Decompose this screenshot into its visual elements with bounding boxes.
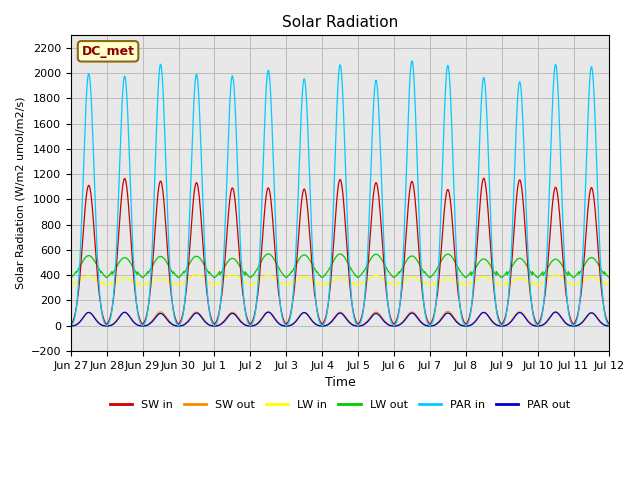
SW out	[356, 323, 364, 329]
LW out	[497, 274, 504, 280]
PAR in	[217, 296, 225, 301]
PAR out	[356, 323, 364, 329]
SW out	[497, 323, 504, 329]
PAR in	[367, 159, 375, 165]
SW out	[367, 313, 375, 319]
LW in	[356, 282, 364, 288]
Line: SW out: SW out	[71, 312, 609, 326]
Line: SW in: SW in	[71, 178, 609, 324]
LW out	[367, 255, 375, 261]
SW in	[573, 314, 581, 320]
PAR in	[605, 323, 613, 329]
LW out	[217, 270, 225, 276]
PAR in	[497, 322, 504, 328]
SW in	[367, 218, 375, 224]
SW in	[67, 322, 75, 327]
Line: LW out: LW out	[71, 254, 609, 278]
SW in	[356, 320, 364, 325]
SW out	[573, 323, 581, 328]
SW out	[67, 323, 75, 329]
LW out	[605, 275, 613, 281]
Line: LW in: LW in	[71, 275, 609, 285]
LW in	[367, 274, 375, 280]
PAR out	[217, 322, 225, 327]
PAR in	[356, 322, 364, 327]
LW out	[573, 271, 581, 277]
X-axis label: Time: Time	[324, 376, 355, 389]
PAR out	[573, 323, 581, 328]
LW out	[356, 274, 364, 279]
PAR in	[408, 58, 415, 64]
LW in	[67, 282, 75, 288]
SW in	[497, 320, 504, 326]
PAR out	[552, 309, 559, 315]
SW out	[558, 315, 566, 321]
Text: DC_met: DC_met	[81, 45, 134, 58]
SW in	[480, 175, 488, 181]
LW in	[605, 282, 613, 288]
SW in	[217, 298, 225, 303]
LW out	[264, 251, 272, 257]
SW out	[444, 309, 452, 314]
Y-axis label: Solar Radiation (W/m2 umol/m2/s): Solar Radiation (W/m2 umol/m2/s)	[15, 97, 25, 289]
LW in	[503, 282, 511, 288]
Line: PAR out: PAR out	[71, 312, 609, 326]
LW in	[497, 282, 504, 288]
PAR out	[497, 323, 504, 329]
PAR out	[605, 323, 613, 329]
Title: Solar Radiation: Solar Radiation	[282, 15, 398, 30]
PAR in	[67, 323, 75, 329]
PAR out	[367, 314, 375, 320]
Line: PAR in: PAR in	[71, 61, 609, 326]
LW in	[228, 272, 236, 277]
LW in	[217, 279, 225, 285]
PAR out	[67, 323, 75, 329]
SW out	[217, 321, 225, 326]
SW out	[605, 323, 613, 329]
LW out	[558, 263, 566, 268]
LW in	[573, 280, 581, 286]
PAR in	[573, 317, 581, 323]
LW in	[559, 275, 566, 281]
PAR in	[558, 196, 566, 202]
PAR out	[558, 316, 566, 322]
SW in	[558, 244, 566, 250]
SW in	[605, 322, 613, 327]
Legend: SW in, SW out, LW in, LW out, PAR in, PAR out: SW in, SW out, LW in, LW out, PAR in, PA…	[106, 396, 575, 415]
LW out	[67, 275, 75, 281]
